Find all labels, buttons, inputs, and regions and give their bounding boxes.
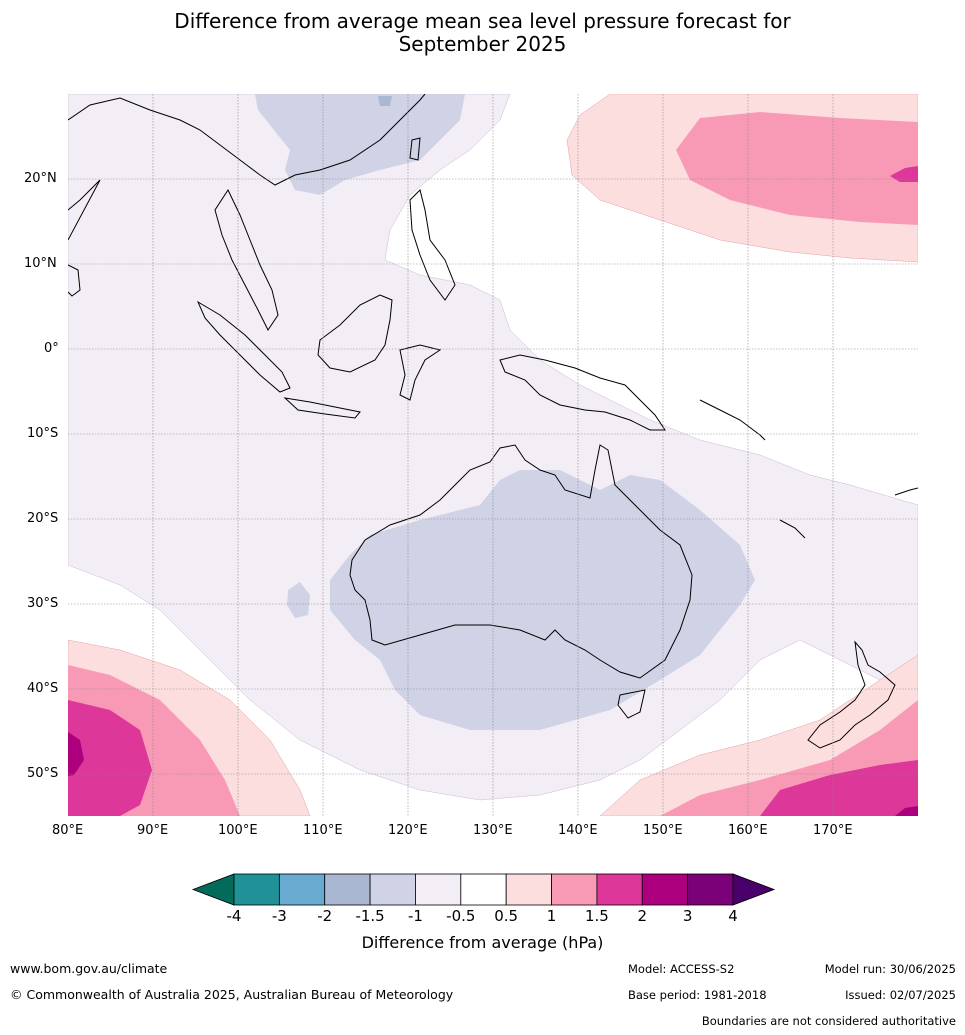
footer-copyright: © Commonwealth of Australia 2025, Austra… xyxy=(10,987,454,1002)
title-line-2: September 2025 xyxy=(398,32,567,56)
colorbar-swatch xyxy=(324,873,371,906)
anomaly-region-neg1-small xyxy=(378,96,392,106)
philippines-coast xyxy=(409,189,456,301)
lon-label-150e: 150°E xyxy=(643,823,683,838)
colorbar-tick-label: 4 xyxy=(728,907,738,925)
footer-boundaries-note: Boundaries are not considered authoritat… xyxy=(701,1014,956,1028)
colorbar-tick-label: 2 xyxy=(637,907,648,925)
colorbar-tick-label: -1.5 xyxy=(355,907,385,925)
tasmania-coast xyxy=(617,689,646,719)
sulawesi-coast xyxy=(399,344,442,401)
colorbar-swatch xyxy=(415,873,462,906)
pressure-anomaly-map xyxy=(68,94,918,816)
footer-url[interactable]: www.bom.gov.au/climate xyxy=(10,961,168,976)
anomaly-region-pos2-sw xyxy=(68,732,84,776)
vanuatu-coast xyxy=(779,519,806,539)
footer-model: Model: ACCESS-S2 xyxy=(628,962,735,976)
colorbar-tick-label: -4 xyxy=(226,907,242,925)
asia-coast xyxy=(68,94,426,331)
anomaly-region-pos1-npacific xyxy=(676,112,918,225)
footer-issued: Issued: 02/07/2025 xyxy=(845,988,956,1002)
colorbar-tick-label: -2 xyxy=(317,907,333,925)
graticule xyxy=(68,94,918,816)
lat-label-0: 0° xyxy=(44,341,59,356)
colorbar-tick-label: -3 xyxy=(271,907,287,925)
anomaly-region-neg1-australia xyxy=(330,470,755,730)
sri-lanka-coast xyxy=(68,264,81,297)
borneo-coast xyxy=(317,294,393,373)
colorbar-swatch xyxy=(369,873,416,906)
lon-label-130e: 130°E xyxy=(473,823,513,838)
anomaly-region-pos15-sw xyxy=(68,700,152,816)
lon-label-170e: 170°E xyxy=(813,823,853,838)
anomaly-region-neg1-china xyxy=(255,94,465,195)
lon-label-80e: 80°E xyxy=(52,823,84,838)
lat-label-20s: 20°S xyxy=(27,511,59,526)
colorbar-tick-label: 0.5 xyxy=(494,907,519,925)
colorbar xyxy=(191,873,776,906)
colorbar-swatch xyxy=(551,873,598,906)
colorbar-arrow-low xyxy=(191,873,235,906)
colorbar-swatch xyxy=(687,873,734,906)
chart-title: Difference from average mean sea level p… xyxy=(0,10,965,56)
lat-label-10n: 10°N xyxy=(24,256,57,271)
colorbar-swatch xyxy=(460,873,507,906)
india-coast xyxy=(68,179,101,241)
lon-label-140e: 140°E xyxy=(558,823,598,838)
lat-label-20n: 20°N xyxy=(24,171,57,186)
lon-label-160e: 160°E xyxy=(728,823,768,838)
lon-label-120e: 120°E xyxy=(388,823,428,838)
lon-label-90e: 90°E xyxy=(137,823,169,838)
colorbar-swatch xyxy=(278,873,326,906)
colorbar-swatch xyxy=(596,873,643,906)
colorbar-tick-label: 1.5 xyxy=(584,907,609,925)
anomaly-region-neg1-west-patch xyxy=(287,582,310,618)
colorbar-tick-label: 3 xyxy=(682,907,693,925)
lat-label-50s: 50°S xyxy=(27,766,59,781)
lat-label-10s: 10°S xyxy=(27,426,59,441)
java-coast xyxy=(283,397,361,419)
taiwan-coast xyxy=(409,137,421,161)
colorbar-tick-label: -1 xyxy=(407,907,423,925)
colorbar-swatch xyxy=(233,873,280,906)
fiji-coast xyxy=(894,487,918,496)
lon-label-110e: 110°E xyxy=(303,823,343,838)
new-guinea-coast xyxy=(499,354,666,431)
colorbar-arrow-high xyxy=(732,873,776,906)
colorbar-tick-label: -0.5 xyxy=(446,907,476,925)
new-zealand-coast xyxy=(807,640,896,749)
colorbar-swatch xyxy=(641,873,689,906)
sumatra-coast xyxy=(196,300,291,393)
lon-label-100e: 100°E xyxy=(218,823,258,838)
australia-coast xyxy=(349,444,693,679)
footer-base-period: Base period: 1981-2018 xyxy=(628,988,767,1002)
title-line-1: Difference from average mean sea level p… xyxy=(174,9,791,33)
colorbar-swatch xyxy=(505,873,552,906)
anomaly-region-pos2-se xyxy=(895,806,918,816)
solomon-islands-coast xyxy=(699,399,766,441)
footer-model-run: Model run: 30/06/2025 xyxy=(824,962,956,976)
lat-label-40s: 40°S xyxy=(27,681,59,696)
anomaly-region-pos15-npacific xyxy=(890,166,918,182)
colorbar-tick-label: 1 xyxy=(546,907,557,925)
coastlines xyxy=(68,94,918,749)
colorbar-title: Difference from average (hPa) xyxy=(361,933,604,952)
lat-label-30s: 30°S xyxy=(27,596,59,611)
